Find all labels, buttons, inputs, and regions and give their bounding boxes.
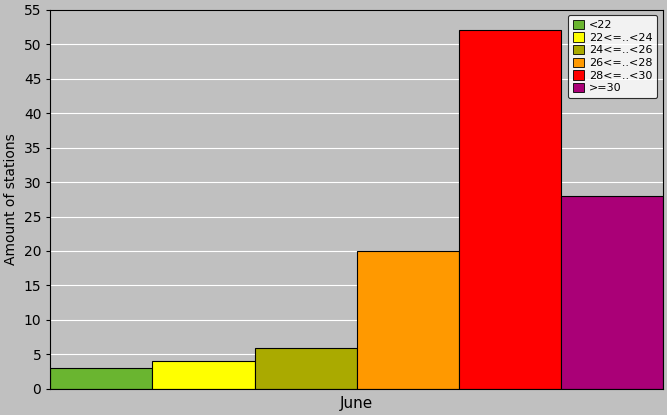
- Y-axis label: Amount of stations: Amount of stations: [4, 133, 18, 265]
- Legend: <22, 22<=..<24, 24<=..<26, 26<=..<28, 28<=..<30, >=30: <22, 22<=..<24, 24<=..<26, 26<=..<28, 28…: [568, 15, 657, 98]
- Bar: [357, 251, 459, 389]
- Bar: [51, 368, 153, 389]
- Bar: [561, 196, 663, 389]
- Bar: [255, 347, 357, 389]
- Bar: [459, 30, 561, 389]
- Bar: [153, 361, 255, 389]
